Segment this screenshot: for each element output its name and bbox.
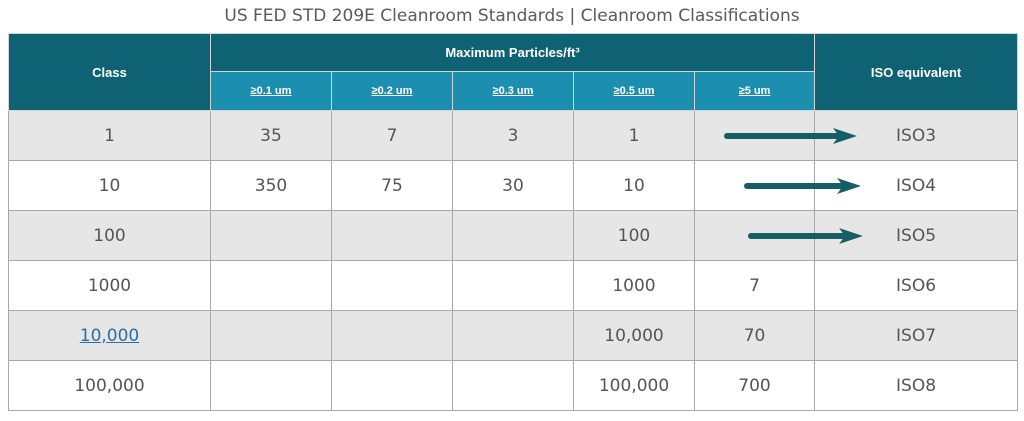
table-row: 10 350 75 30 10 ISO4 xyxy=(8,160,1019,211)
class-10000-link[interactable]: 10,000 xyxy=(79,325,140,346)
cell-p05: 10,000 xyxy=(573,310,695,361)
cell-p02: 7 xyxy=(331,110,453,161)
cell-p03 xyxy=(452,210,574,261)
header-iso-equivalent: ISO equivalent xyxy=(814,33,1019,111)
header-max-particles: Maximum Particles/ft³ xyxy=(209,33,816,72)
cell-p02: 75 xyxy=(331,160,453,211)
cell-p5 xyxy=(693,110,857,161)
cell-class: 100 xyxy=(8,210,211,261)
cell-p02 xyxy=(331,360,453,411)
cell-p5: 7 xyxy=(693,260,816,311)
cell-p05: 100 xyxy=(573,210,695,261)
cell-p02 xyxy=(331,310,453,361)
table-row: 100,000 100,000 700 ISO8 xyxy=(8,360,1019,411)
cell-p03: 30 xyxy=(452,160,574,211)
header-class: Class xyxy=(8,33,211,111)
cell-p01 xyxy=(210,210,332,261)
cell-class: 1 xyxy=(8,110,211,161)
cell-p02 xyxy=(331,260,453,311)
right-arrow-icon xyxy=(744,177,861,194)
cell-p03: 3 xyxy=(452,110,574,161)
cell-iso: ISO6 xyxy=(814,260,1019,311)
right-arrow-icon xyxy=(724,127,857,144)
cell-iso: ISO8 xyxy=(814,360,1019,411)
header-size-0-1: ≥0.1 um xyxy=(210,71,332,111)
header-size-0-5: ≥0.5 um xyxy=(573,71,695,111)
header-size-0-3: ≥0.3 um xyxy=(452,71,574,111)
cell-p03 xyxy=(452,310,574,361)
cell-p01 xyxy=(210,360,332,411)
cell-p01: 35 xyxy=(210,110,332,161)
cell-p01 xyxy=(210,260,332,311)
cell-p05: 1 xyxy=(573,110,695,161)
right-arrow-icon xyxy=(748,227,863,244)
cell-p5: 70 xyxy=(693,310,816,361)
cell-p03 xyxy=(452,260,574,311)
table-row: 100 100 ISO5 xyxy=(8,210,1019,261)
cell-class: 10 xyxy=(8,160,211,211)
cell-class: 10,000 xyxy=(8,310,211,361)
cell-p05: 1000 xyxy=(573,260,695,311)
cell-p5: 700 xyxy=(693,360,816,411)
cell-p05: 100,000 xyxy=(573,360,695,411)
cell-p03 xyxy=(452,360,574,411)
cell-p01 xyxy=(210,310,332,361)
cell-p5 xyxy=(693,160,861,211)
cell-p01: 350 xyxy=(210,160,332,211)
cell-p05: 10 xyxy=(573,160,695,211)
header-size-5: ≥5 um xyxy=(693,71,816,111)
cell-p02 xyxy=(331,210,453,261)
table-row: 10,000 10,000 70 ISO7 xyxy=(8,310,1019,361)
cell-class: 1000 xyxy=(8,260,211,311)
cell-class: 100,000 xyxy=(8,360,211,411)
header-size-0-2: ≥0.2 um xyxy=(331,71,453,111)
cleanroom-classification-table: Class Maximum Particles/ft³ ISO equivale… xyxy=(8,33,1019,411)
page-title: US FED STD 209E Cleanroom Standards | Cl… xyxy=(224,6,800,26)
cell-p5 xyxy=(693,210,863,261)
table-row: 1000 1000 7 ISO6 xyxy=(8,260,1019,311)
table-row: 1 35 7 3 1 ISO3 xyxy=(8,110,1019,161)
cell-iso: ISO7 xyxy=(814,310,1019,361)
